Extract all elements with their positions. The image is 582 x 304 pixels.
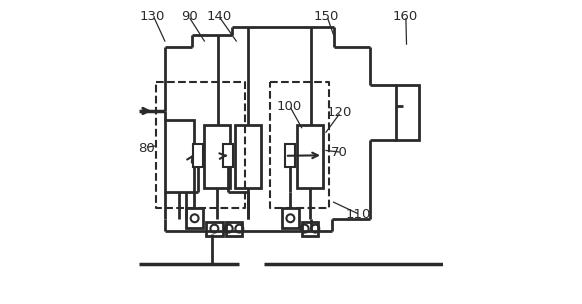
Text: 160: 160 <box>392 10 418 23</box>
Bar <box>285 144 295 167</box>
Text: 130: 130 <box>140 10 165 23</box>
Bar <box>223 144 233 167</box>
Bar <box>301 222 318 236</box>
Bar <box>165 120 194 192</box>
Bar <box>396 85 418 140</box>
Bar <box>206 222 222 236</box>
Text: 100: 100 <box>277 100 302 113</box>
Bar <box>226 222 242 236</box>
Bar <box>282 208 299 228</box>
Bar <box>193 144 203 167</box>
Bar <box>235 125 261 188</box>
Text: 120: 120 <box>327 106 352 119</box>
Text: 150: 150 <box>313 10 339 23</box>
Text: 70: 70 <box>331 146 348 158</box>
Text: 90: 90 <box>181 10 197 23</box>
Text: 110: 110 <box>345 208 371 221</box>
Text: 80: 80 <box>139 143 155 155</box>
Bar <box>297 125 323 188</box>
Bar <box>186 208 203 228</box>
Text: 140: 140 <box>207 10 232 23</box>
Bar <box>204 125 230 188</box>
